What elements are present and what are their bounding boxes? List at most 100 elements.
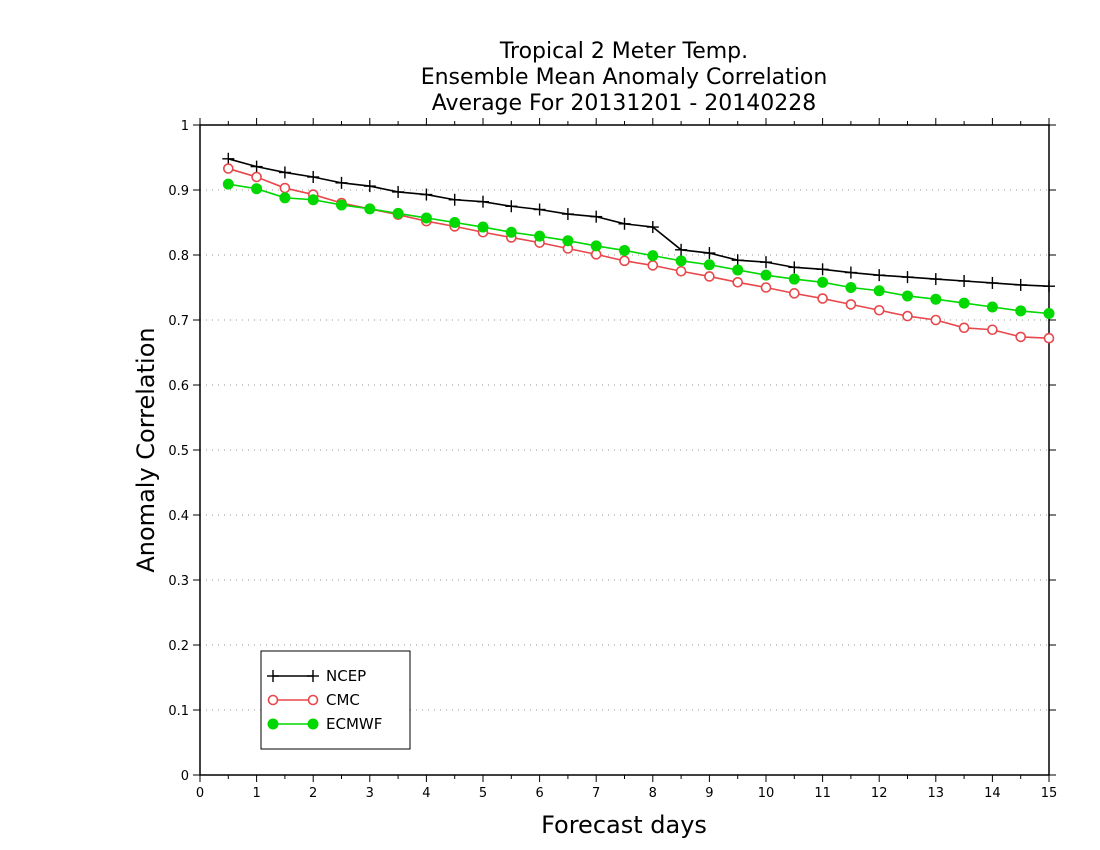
data-point-ecmwf <box>817 276 829 288</box>
data-point-ncep <box>307 171 320 183</box>
y-tick-label: 0.8 <box>168 249 189 264</box>
data-point-cmc <box>760 282 772 293</box>
series-ncep <box>222 152 1055 293</box>
legend-label: ECMWF <box>326 715 382 733</box>
data-point-ncep <box>760 256 772 269</box>
data-point-cmc <box>1015 331 1027 343</box>
x-tick-label: 14 <box>984 786 1001 801</box>
data-point-cmc <box>279 182 291 194</box>
data-point-ncep <box>505 200 518 213</box>
data-point-cmc <box>1043 332 1055 344</box>
data-point-cmc <box>675 265 687 277</box>
data-point-cmc <box>987 324 998 336</box>
data-point-ecmwf <box>1043 308 1055 319</box>
data-point-ecmwf <box>958 297 970 309</box>
data-point-cmc <box>817 293 828 304</box>
x-tick-label: 10 <box>758 786 775 801</box>
data-point-ecmwf <box>392 207 404 219</box>
data-point-cmc <box>647 260 659 271</box>
y-tick-label: 0.9 <box>168 184 189 199</box>
data-point-ncep <box>901 271 914 284</box>
legend: NCEP CMC ECMWF <box>260 650 411 750</box>
data-point-ecmwf <box>986 301 998 313</box>
data-point-ecmwf <box>562 235 574 247</box>
data-point-ncep <box>873 269 886 282</box>
data-point-ncep <box>420 188 433 201</box>
series-cmc <box>223 163 1055 344</box>
y-tick-label: 0.2 <box>168 639 189 654</box>
legend-label: NCEP <box>326 667 366 685</box>
series-ecmwf <box>222 178 1055 319</box>
x-tick-label: 6 <box>535 786 543 801</box>
data-point-ncep <box>250 160 263 173</box>
data-point-ncep <box>703 247 716 260</box>
x-axis-label: Forecast days <box>541 811 707 839</box>
data-point-ecmwf <box>675 255 687 267</box>
y-tick-label: 0.6 <box>168 379 189 394</box>
data-point-ecmwf <box>1015 305 1027 317</box>
data-point-ecmwf <box>364 203 376 215</box>
x-tick-label: 2 <box>309 786 317 801</box>
data-point-cmc <box>788 288 800 299</box>
data-point-ecmwf <box>307 194 319 206</box>
data-point-ncep <box>646 221 659 234</box>
data-point-ecmwf <box>336 199 347 211</box>
data-point-cmc <box>958 322 970 334</box>
legend-entry-ecmwf: ECMWF <box>267 715 382 733</box>
x-tick-label: 15 <box>1041 786 1058 801</box>
data-point-ncep <box>958 275 971 287</box>
y-tick-label: 1 <box>181 119 189 134</box>
series-line-ecmwf <box>228 183 1050 315</box>
x-tick-label: 7 <box>592 786 600 801</box>
data-point-ecmwf <box>477 221 489 233</box>
x-tick-label: 4 <box>422 786 430 801</box>
x-tick-label: 1 <box>252 786 260 801</box>
data-point-ncep <box>477 195 489 208</box>
data-point-ecmwf <box>647 250 659 262</box>
data-point-ncep <box>844 266 857 279</box>
data-point-ecmwf <box>760 269 772 281</box>
legend-marker <box>307 718 319 730</box>
data-point-ecmwf <box>505 226 517 238</box>
legend-marker <box>267 718 279 730</box>
data-point-ncep <box>986 276 999 289</box>
x-tick-label: 5 <box>479 786 487 801</box>
data-point-ecmwf <box>449 217 461 228</box>
data-point-ecmwf <box>222 178 234 190</box>
legend-marker <box>307 694 319 706</box>
chart-title-line-3: Average For 20131201 - 20140228 <box>432 91 817 116</box>
data-point-cmc <box>704 271 715 282</box>
x-tick-label: 11 <box>814 786 831 801</box>
data-point-ecmwf <box>534 230 546 242</box>
legend-label: CMC <box>326 691 360 709</box>
y-tick-label: 0 <box>181 769 189 784</box>
data-point-ncep <box>392 185 405 198</box>
x-tick-label: 8 <box>649 786 657 801</box>
y-axis-label: Anomaly Correlation <box>132 327 160 572</box>
data-point-ecmwf <box>420 212 432 224</box>
data-point-ncep <box>929 273 942 286</box>
data-point-ncep <box>816 263 829 276</box>
data-point-ncep <box>363 180 376 193</box>
data-point-ecmwf <box>279 192 291 204</box>
data-point-ncep <box>222 152 235 165</box>
data-point-ecmwf <box>619 244 630 256</box>
data-point-ncep <box>335 176 348 189</box>
data-point-ecmwf <box>251 183 263 195</box>
data-point-ecmwf <box>788 273 800 285</box>
legend-entry-ncep: NCEP <box>267 667 366 685</box>
data-point-ncep <box>278 166 291 179</box>
x-tick-label: 13 <box>928 786 945 801</box>
chart-title-line-2: Ensemble Mean Anomaly Correlation <box>421 65 828 90</box>
series-line-ncep <box>228 158 1050 287</box>
data-point-ecmwf <box>703 259 715 271</box>
x-tick-label: 9 <box>705 786 713 801</box>
data-point-ncep <box>561 208 574 221</box>
data-point-ncep <box>731 254 744 267</box>
data-point-ncep <box>675 243 688 256</box>
data-point-ncep <box>1043 280 1055 293</box>
legend-marker <box>267 670 279 682</box>
data-point-cmc <box>873 304 885 316</box>
legend-entry-cmc: CMC <box>267 691 360 709</box>
